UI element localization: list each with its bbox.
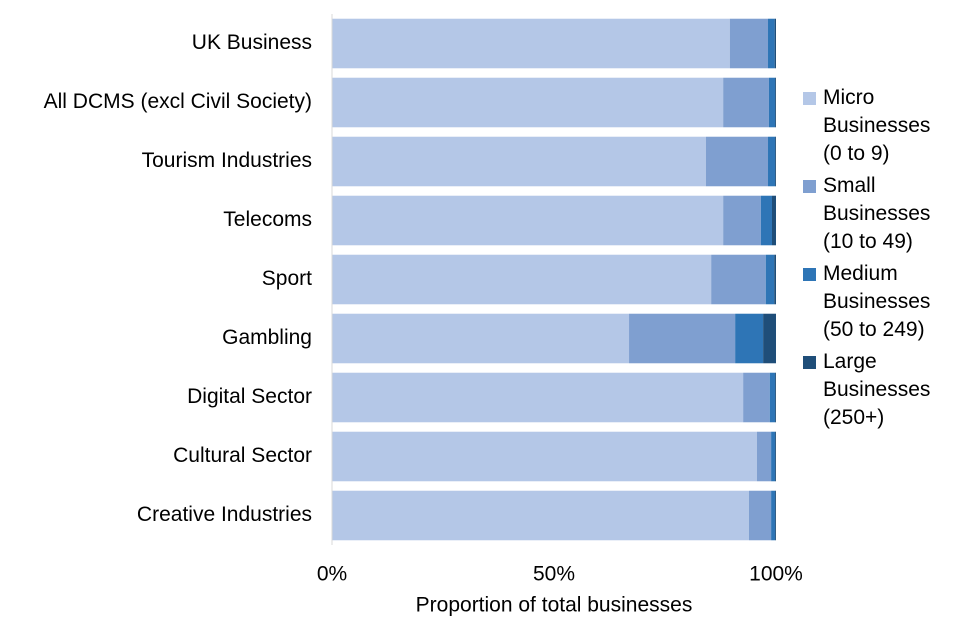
bar-segment xyxy=(769,372,776,423)
bar-segment xyxy=(332,431,757,482)
bar-segment xyxy=(756,431,772,482)
bar-segment xyxy=(332,372,744,423)
bar-segment xyxy=(774,254,776,305)
y-tick-label: Digital Sector xyxy=(187,385,312,408)
bar-segment xyxy=(743,372,770,423)
y-tick-label: Cultural Sector xyxy=(173,444,312,467)
y-tick-label: Sport xyxy=(262,267,312,290)
y-tick-label: UK Business xyxy=(192,31,312,54)
bar-segment xyxy=(765,254,775,305)
bar-segment xyxy=(332,18,730,69)
bar-segment xyxy=(711,254,766,305)
y-tick-label: Tourism Industries xyxy=(142,149,312,172)
bar-segment xyxy=(332,195,724,246)
y-tick-label: Gambling xyxy=(222,326,312,349)
bar-segment xyxy=(775,490,776,541)
bar-segment xyxy=(768,18,775,69)
bar-segment xyxy=(768,136,776,187)
legend-label: Micro Businesses (0 to 9) xyxy=(823,86,931,165)
bar-segment xyxy=(332,490,749,541)
bar-segment xyxy=(735,313,764,364)
bar-segment xyxy=(775,372,776,423)
bar-segment xyxy=(775,77,776,128)
x-tick-label: 100% xyxy=(749,563,803,586)
legend-label: Large Businesses (250+) xyxy=(823,350,931,429)
y-tick-label: Telecoms xyxy=(223,208,312,231)
bar-segment xyxy=(775,431,776,482)
y-tick-label: All DCMS (excl Civil Society) xyxy=(44,90,312,113)
x-tick-label: 0% xyxy=(317,563,347,586)
bar-segment xyxy=(772,195,776,246)
bar-segment xyxy=(723,195,761,246)
bar-segment xyxy=(729,18,769,69)
legend-item: Medium Businesses (50 to 249) xyxy=(803,260,933,344)
bar-segment xyxy=(629,313,736,364)
bar-segment xyxy=(332,313,630,364)
x-axis-title: Proportion of total businesses xyxy=(416,594,693,617)
y-tick-label: Creative Industries xyxy=(137,503,312,526)
bar-segment xyxy=(332,136,706,187)
bar-segment xyxy=(748,490,772,541)
bar-segment xyxy=(775,136,776,187)
legend-swatch xyxy=(803,92,816,105)
legend-swatch xyxy=(803,268,816,281)
legend-swatch xyxy=(803,356,816,369)
legend-swatch xyxy=(803,180,816,193)
legend-label: Medium Businesses (50 to 249) xyxy=(823,262,931,341)
legend-item: Micro Businesses (0 to 9) xyxy=(803,84,933,168)
legend-item: Small Businesses (10 to 49) xyxy=(803,172,933,256)
bar-segment xyxy=(760,195,773,246)
x-tick-label: 50% xyxy=(533,563,575,586)
legend-item: Large Businesses (250+) xyxy=(803,348,933,432)
bar-segment xyxy=(332,77,724,128)
bar-segment xyxy=(705,136,769,187)
bar-segment xyxy=(723,77,769,128)
legend-label: Small Businesses (10 to 49) xyxy=(823,174,931,253)
bar-segment xyxy=(774,18,776,69)
bar-segment xyxy=(768,77,776,128)
bar-segment xyxy=(332,254,712,305)
bar-segment xyxy=(771,431,776,482)
bar-segment xyxy=(771,490,776,541)
bar-segment xyxy=(763,313,776,364)
